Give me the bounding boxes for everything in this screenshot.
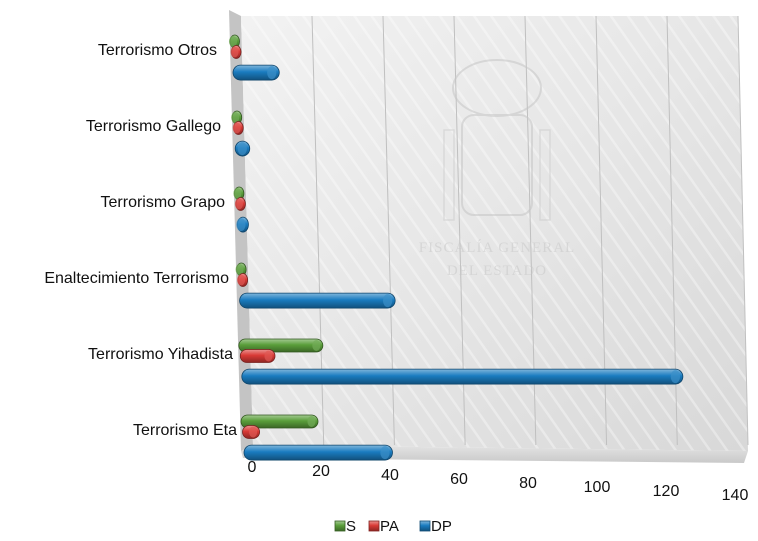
- emblem-pillar-right: [539, 129, 551, 221]
- bar-cap: [231, 112, 240, 123]
- bar-s: [240, 414, 319, 429]
- bar-dp: [243, 444, 393, 461]
- bar-cap: [267, 66, 277, 80]
- gridline: [737, 15, 749, 446]
- x-tick-label: 20: [312, 463, 330, 480]
- bar-dp: [239, 292, 396, 309]
- bar-cap: [380, 446, 390, 460]
- category-labels: Terrorismo Otros Terrorismo Gallego Terror…: [44, 42, 237, 439]
- bar-cap: [312, 340, 321, 351]
- bar-s: [238, 338, 324, 353]
- bar-cap: [382, 294, 393, 308]
- x-tick-label: 120: [653, 483, 680, 500]
- x-tick-label: 140: [722, 487, 749, 504]
- bar-cap: [235, 264, 244, 275]
- bar-cap: [307, 416, 316, 427]
- x-tick-label: 60: [450, 471, 468, 488]
- legend-label-s: S: [346, 518, 356, 535]
- x-tick-label: 80: [519, 475, 537, 492]
- legend-swatch-pa: [368, 520, 380, 532]
- category-label: Terrorismo Yihadista: [88, 346, 233, 363]
- bar-cap: [670, 370, 681, 384]
- bar-cap: [232, 122, 241, 134]
- category-label: Enaltecimiento Terrorismo: [44, 270, 229, 287]
- legend-swatch-s: [334, 520, 346, 532]
- emblem-shield: [461, 114, 533, 216]
- bars: [228, 34, 684, 461]
- bar-cap: [228, 36, 238, 47]
- legend-label-pa: PA: [380, 518, 399, 535]
- watermark-line-2: DEL ESTADO: [447, 263, 547, 279]
- legend-label-dp: DP: [431, 518, 452, 535]
- category-label: Terrorismo Gallego: [86, 118, 221, 135]
- x-tick-label: 0: [248, 459, 257, 476]
- bar-cap: [234, 198, 243, 210]
- back-wall-hatch: [241, 16, 748, 451]
- x-tick-label: 100: [584, 479, 611, 496]
- bar-cap: [264, 350, 273, 362]
- bar-cap: [230, 46, 239, 58]
- bar-cap: [233, 188, 242, 199]
- bar-cap: [249, 426, 258, 438]
- category-label: Terrorismo Otros: [98, 42, 217, 59]
- x-tick-label: 40: [381, 467, 399, 484]
- watermark-line-1: FISCALÍA GENERAL: [419, 239, 575, 256]
- bar-cap: [237, 142, 247, 156]
- bar-cap: [236, 218, 246, 232]
- x-axis-ticks: 0 20 40 60 80 100 120 140: [248, 459, 749, 504]
- watermark-emblem: FISCALÍA GENERAL DEL ESTADO: [419, 59, 575, 279]
- bar-cap: [237, 274, 246, 286]
- category-label: Terrorismo Grapo: [101, 194, 226, 211]
- bar-dp: [232, 64, 280, 81]
- plot-area: FISCALÍA GENERAL DEL ESTADO: [229, 10, 749, 463]
- legend: S PA DP: [334, 518, 452, 535]
- category-label: Terrorismo Eta: [133, 422, 237, 439]
- legend-swatch-dp: [419, 520, 431, 532]
- bar-dp: [241, 368, 684, 385]
- emblem-pillar-left: [443, 129, 455, 221]
